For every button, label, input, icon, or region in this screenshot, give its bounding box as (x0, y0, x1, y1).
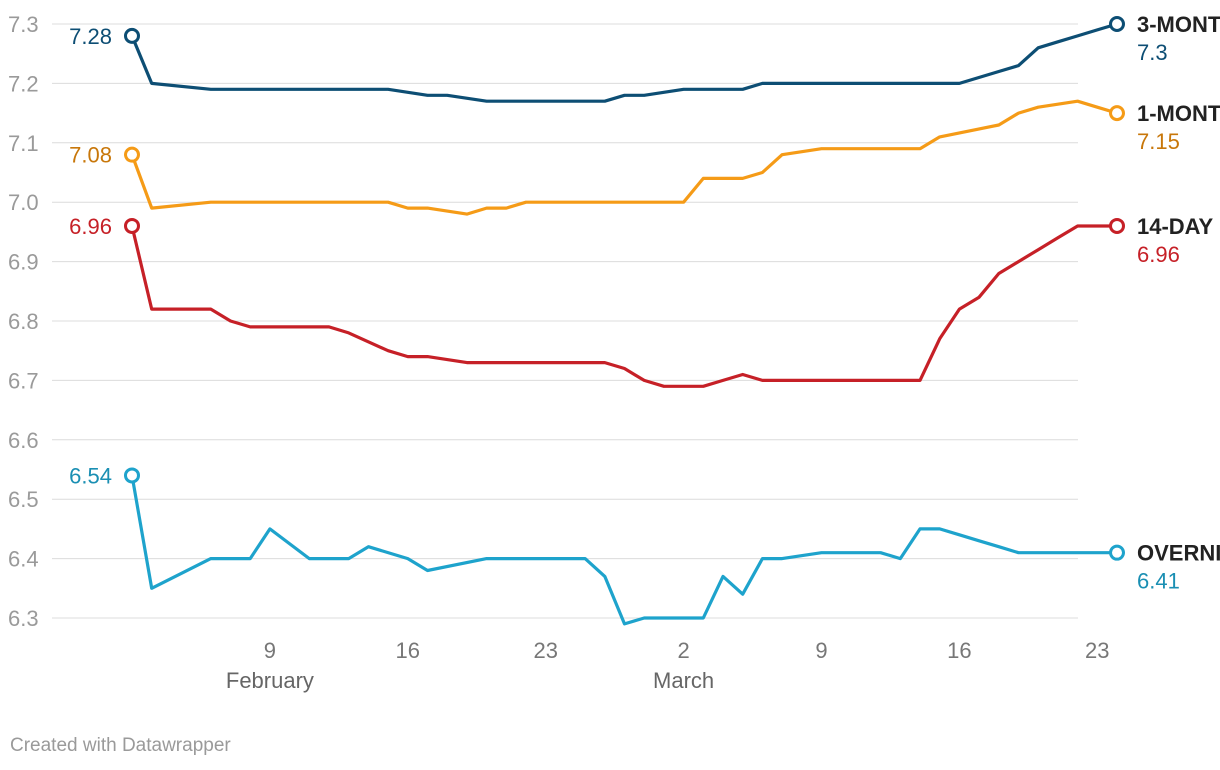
y-tick-label: 7.1 (8, 131, 39, 156)
series-labels: 7.28 3-MONTH 7.3 7.08 1-MONTH 7.15 6.96 14-DAY 6… (69, 12, 1220, 594)
x-month-label: March (653, 668, 714, 693)
x-tick-label: 9 (815, 638, 827, 663)
series-name-1-month: 1-MONTH (1137, 101, 1220, 126)
series-line-overnight (130, 473, 1119, 626)
end-point-overnight (1109, 544, 1125, 561)
series-line-14-day (130, 224, 1119, 388)
start-value-label-3-month: 7.28 (69, 24, 112, 49)
x-month-label: February (226, 668, 314, 693)
start-point-overnight (124, 467, 140, 484)
credit-text: Created with Datawrapper (10, 735, 231, 756)
y-tick-label: 6.9 (8, 250, 39, 275)
end-value-label-14-day: 6.96 (1137, 242, 1180, 267)
x-axis-ticks: 9 16 23 2 9 16 23 February March (226, 638, 1110, 693)
series-name-3-month: 3-MONTH (1137, 12, 1220, 37)
start-point-1-month (124, 146, 140, 163)
start-point-14-day (124, 217, 140, 234)
y-tick-label: 6.7 (8, 368, 39, 393)
end-value-label-1-month: 7.15 (1137, 129, 1180, 154)
x-tick-label: 16 (396, 638, 420, 663)
end-point-3-month (1109, 16, 1125, 32)
series-line-1-month (130, 99, 1119, 216)
series-lines (124, 16, 1125, 626)
end-value-label-overnight: 6.41 (1137, 569, 1180, 594)
y-tick-label: 6.3 (8, 606, 39, 631)
y-tick-label: 7.2 (8, 71, 39, 96)
x-tick-label: 23 (533, 638, 557, 663)
end-value-label-3-month: 7.3 (1137, 40, 1168, 65)
end-point-14-day (1109, 217, 1125, 234)
x-tick-label: 16 (947, 638, 971, 663)
y-axis-ticks: 6.3 6.4 6.5 6.6 6.7 6.8 6.9 7.0 7.1 7.2 7.3 (8, 12, 39, 631)
series-name-14-day: 14-DAY (1137, 214, 1214, 239)
y-tick-label: 7.0 (8, 190, 39, 215)
end-point-1-month (1109, 105, 1125, 122)
y-tick-label: 6.6 (8, 428, 39, 453)
series-name-overnight: OVERNIGHT (1137, 541, 1220, 566)
x-tick-label: 23 (1085, 638, 1109, 663)
start-value-label-overnight: 6.54 (69, 463, 112, 488)
x-tick-label: 2 (677, 638, 689, 663)
x-tick-label: 9 (264, 638, 276, 663)
series-line-3-month (130, 22, 1119, 103)
start-value-label-14-day: 6.96 (69, 214, 112, 239)
y-tick-label: 6.8 (8, 309, 39, 334)
start-value-label-1-month: 7.08 (69, 143, 112, 168)
y-tick-label: 6.5 (8, 487, 39, 512)
y-tick-label: 6.4 (8, 547, 39, 572)
y-tick-label: 7.3 (8, 12, 39, 37)
start-point-3-month (124, 27, 140, 44)
